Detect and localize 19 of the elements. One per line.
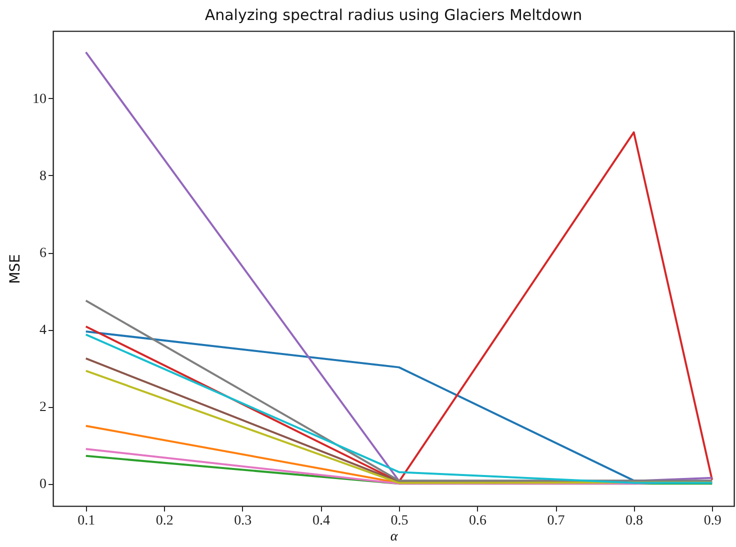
- x-tick-label: 0.7: [547, 514, 565, 528]
- x-tick-label: 0.4: [312, 514, 330, 528]
- x-axis-title: α: [390, 530, 398, 544]
- line-series: [84, 131, 714, 483]
- x-tick-label: 0.6: [469, 514, 487, 528]
- chart-title: Analyzing spectral radius using Glaciers Meltdown: [204, 6, 582, 24]
- x-tick-label: 0.9: [704, 514, 722, 528]
- y-tick-label: 2: [40, 400, 46, 416]
- x-tick-label: 0.2: [156, 514, 174, 528]
- y-tick-label: 0: [40, 477, 46, 492]
- x-tick-label: 0.1: [78, 514, 96, 528]
- x-tick-label: 0.5: [390, 514, 408, 528]
- y-tick-label: 10: [32, 92, 46, 107]
- x-tick-label: 0.3: [234, 514, 252, 528]
- y-tick-label: 6: [40, 246, 46, 262]
- x-tick-label: 0.8: [626, 514, 644, 528]
- y-axis-title: MSE: [8, 254, 24, 284]
- y-tick-label: 4: [40, 323, 46, 338]
- y-tick-label: 8: [40, 168, 46, 184]
